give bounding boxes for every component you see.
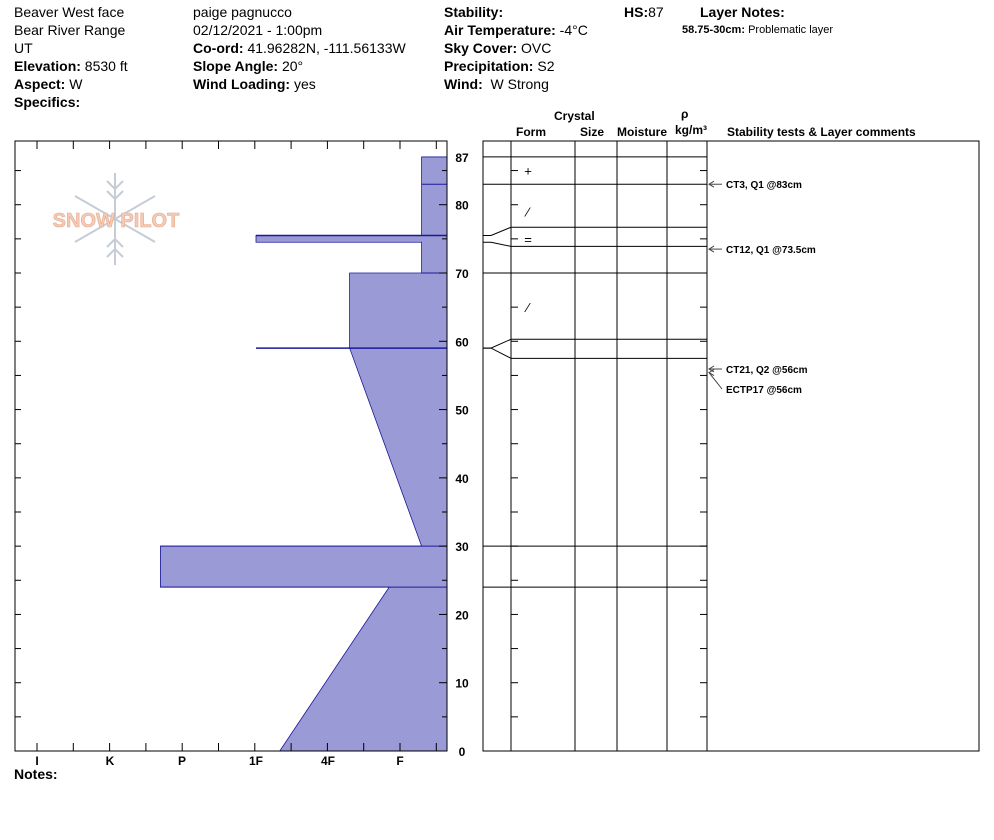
layer-connector [483, 226, 512, 236]
hardness-plot-frame [14, 140, 448, 752]
stability-test-label: CT3, Q1 @83cm [726, 180, 802, 191]
y-tick-label: 87 [455, 151, 469, 165]
layer-connector [483, 241, 512, 247]
hardness-profile-fill [159, 156, 448, 752]
stability-label: Stability: [444, 4, 504, 20]
elevation-label: Elevation: [14, 58, 81, 74]
stability-arrowhead [708, 369, 715, 377]
air-temperature: Air Temperature: -4°C [444, 22, 588, 38]
slope-value: 20° [281, 58, 304, 74]
crystal-header: Crystal [554, 109, 595, 123]
notes-label: Notes: [14, 766, 58, 782]
stability-arrow [708, 372, 723, 390]
wind-label: Wind: [444, 76, 483, 92]
range-name: Bear River Range [14, 22, 126, 38]
snow-height: HS:87 [624, 4, 664, 20]
wind-value: W Strong [490, 76, 549, 92]
aspect-label: Aspect: [14, 76, 66, 92]
stability-test-label: CT12, Q1 @73.5cm [726, 245, 816, 256]
y-tick-label: 10 [455, 677, 469, 691]
hardness-tick-label: F [396, 754, 403, 768]
y-tick-label: 50 [455, 404, 469, 418]
y-tick-label: 20 [455, 608, 469, 622]
air-temp-label: Air Temperature: [444, 22, 556, 38]
wind: Wind: W Strong [444, 76, 549, 92]
grain-form-symbol: ⁄ [524, 300, 531, 315]
specifics-label: Specifics: [14, 94, 81, 110]
y-tick-label: 30 [455, 540, 469, 554]
stability-test-label: ECTP17 @56cm [726, 385, 802, 396]
y-tick-label: 40 [455, 472, 469, 486]
wind-loading-value: yes [293, 76, 316, 92]
form-header: Form [516, 125, 546, 139]
grain-form-symbol: + [524, 164, 532, 179]
elevation: Elevation: 8530 ft [14, 58, 128, 74]
precip-value: S2 [537, 58, 555, 74]
hardness-tick-label: 4F [321, 754, 335, 768]
stability-header: Stability tests & Layer comments [727, 125, 916, 139]
sky-label: Sky Cover: [444, 40, 518, 56]
size-header: Size [580, 125, 605, 139]
hardness-tick-label: I [35, 754, 38, 768]
aspect-value: W [69, 76, 83, 92]
observation-datetime: 02/12/2021 - 1:00pm [193, 22, 323, 38]
observer-name: paige pagnucco [193, 4, 292, 20]
y-tick-label: 0 [459, 745, 466, 759]
grain-form-symbol: = [524, 232, 532, 247]
aspect: Aspect: W [14, 76, 82, 92]
precipitation: Precipitation: S2 [444, 58, 554, 74]
wind-loading: Wind Loading: yes [193, 76, 316, 92]
slope-angle: Slope Angle: 20° [193, 58, 303, 74]
hardness-tick-label: P [178, 754, 186, 768]
snowpilot-logo: SNOW PILOT [52, 173, 180, 265]
stability-arrowhead [708, 245, 715, 253]
layer-note-depth: 58.75-30cm: [682, 24, 745, 36]
location-name: Beaver West face [14, 4, 125, 20]
coord-value: 41.96282N, -111.56133W [247, 40, 406, 56]
wind-loading-label: Wind Loading: [193, 76, 291, 92]
elevation-value: 8530 ft [84, 58, 128, 74]
sky-value: OVC [521, 40, 552, 56]
precip-label: Precipitation: [444, 58, 534, 74]
slope-label: Slope Angle: [193, 58, 279, 74]
logo-text: SNOW PILOT [53, 210, 180, 232]
layer-note: 58.75-30cm: Problematic layer [682, 24, 833, 37]
layer-table-frame [482, 140, 980, 752]
grain-form-symbol: ⁄ [524, 205, 531, 220]
y-tick-label: 80 [455, 199, 469, 213]
moisture-header: Moisture [617, 125, 668, 139]
state-name: UT [14, 40, 33, 56]
layer-notes-label: Layer Notes: [700, 4, 785, 20]
sky-cover: Sky Cover: OVC [444, 40, 551, 56]
stability-test-label: CT21, Q2 @56cm [726, 365, 808, 376]
hardness-tick-label: K [106, 754, 115, 768]
stability-arrowhead [708, 180, 715, 188]
hs-value: 87 [648, 4, 664, 20]
y-tick-label: 60 [455, 335, 469, 349]
layer-note-text: Problematic layer [748, 24, 834, 36]
y-tick-label: 70 [455, 267, 469, 281]
coord-label: Co-ord: [193, 40, 244, 56]
layer-connector [483, 347, 512, 359]
rho-header: ρ [681, 107, 689, 121]
layer-connector [483, 338, 512, 349]
hs-label: HS: [624, 4, 649, 20]
coordinates: Co-ord: 41.96282N, -111.56133W [193, 40, 406, 56]
hardness-tick-label: 1F [249, 754, 263, 768]
density-unit-header: kg/m³ [675, 123, 708, 137]
air-temp-value: -4°C [559, 22, 588, 38]
